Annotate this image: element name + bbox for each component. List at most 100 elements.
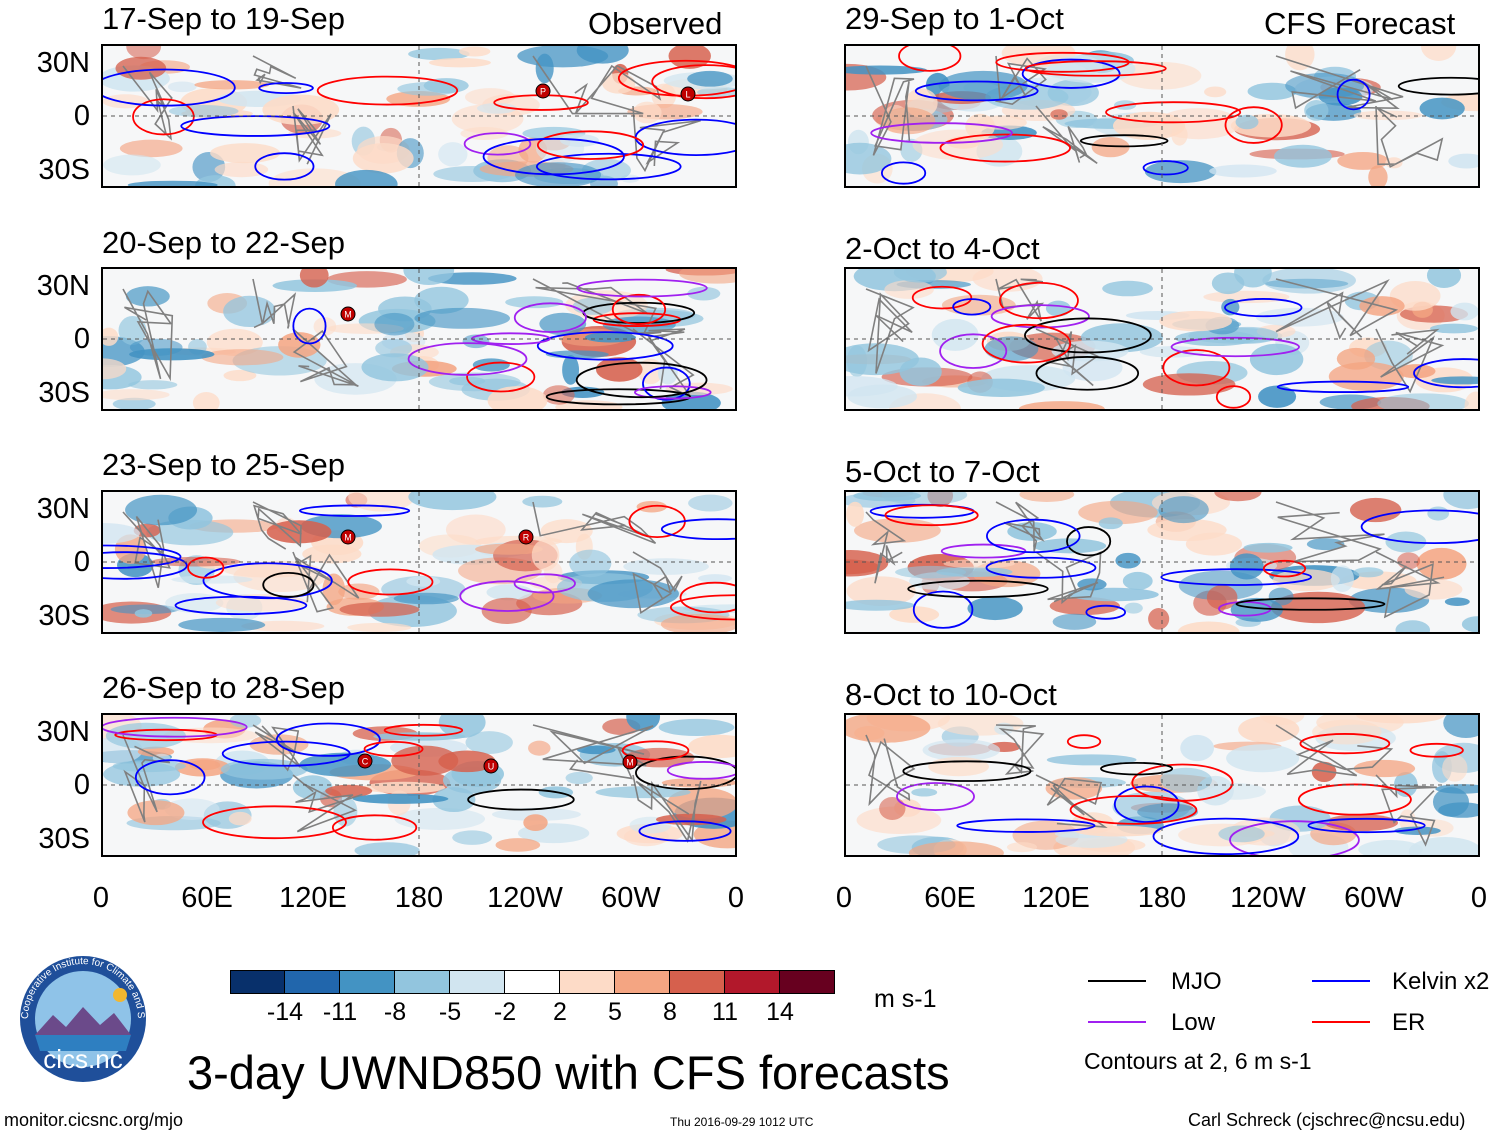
cics-logo: Cooperative Institute for Climate and Sa… [5,947,158,1085]
map-panel [844,267,1480,411]
lat-label: 30S [38,600,90,632]
lon-label: 120E [279,882,347,914]
colorbar-cell [615,970,670,994]
map-panel [844,713,1480,857]
lat-label: 0 [73,769,90,801]
lon-label: 0 [835,882,853,914]
storm-marker: L [680,86,696,102]
colorbar-tick-label: 2 [553,998,567,1026]
colorbar-tick-label: -14 [266,998,304,1026]
colorbar-tick-label: -11 [322,998,358,1026]
lat-label: 0 [73,546,90,578]
footer-timestamp: Thu 2016-09-29 1012 UTC [670,1115,814,1129]
lon-label: 60W [601,882,661,914]
colorbar-cell [780,970,835,994]
storm-marker: U [483,758,499,774]
lon-label: 120W [1230,882,1306,914]
storm-letter: L [685,90,690,100]
storm-letter: U [488,762,495,772]
panel-title: 29-Sep to 1-Oct [845,1,1064,36]
colorbar-cell [340,970,395,994]
legend-note: Contours at 2, 6 m s-1 [1084,1048,1312,1074]
legend-kelvin-line [1312,980,1370,982]
colorbar-tick-label: 14 [766,998,794,1026]
storm-marker: M [340,306,356,322]
lat-label: 30S [38,377,90,409]
legend-low-label: Low [1171,1009,1216,1036]
lon-label: 120W [487,882,563,914]
lon-label: 0 [727,882,745,914]
storm-letter: P [540,87,546,97]
lon-label: 120E [1022,882,1090,914]
map-panel [844,44,1480,188]
colorbar-tick-label: -5 [438,998,462,1026]
lon-label: 60E [924,882,976,914]
wind-field: M [103,269,735,409]
map-panel: M [101,267,737,411]
footer-credit: Carl Schreck (cjschrec@ncsu.edu) [1188,1110,1466,1130]
storm-letter: C [362,757,369,767]
storm-letter: M [626,758,634,768]
wind-field [846,269,1478,409]
forecast-label: CFS Forecast [1264,6,1456,41]
panel-title: 23-Sep to 25-Sep [102,447,346,482]
colorbar-cell [505,970,560,994]
legend-mjo-label: MJO [1171,968,1222,995]
lon-label: 180 [1137,882,1187,914]
colorbar-tick-label: -8 [383,998,407,1026]
colorbar-tick-label: 8 [663,998,677,1026]
legend-er-label: ER [1392,1009,1426,1036]
legend-er-line [1312,1021,1370,1023]
lon-label: 180 [394,882,444,914]
colorbar-tick-label: 11 [712,998,738,1026]
legend-low-line [1088,1021,1146,1023]
lat-label: 30N [36,270,90,302]
legend-kelvin-label: Kelvin x2 [1392,968,1490,995]
panel-title: 2-Oct to 4-Oct [845,231,1040,266]
lon-label: 0 [1470,882,1488,914]
lat-label: 0 [73,323,90,355]
logo-text: cics.nc [43,1044,122,1074]
colorbar-cell [450,970,505,994]
footer-url[interactable]: monitor.cicsnc.org/mjo [4,1110,184,1130]
lon-label: 0 [92,882,110,914]
colorbar-units: m s-1 [874,985,937,1013]
storm-marker: C [357,753,373,769]
lon-label: 60E [181,882,233,914]
panel-title: 26-Sep to 28-Sep [102,670,346,705]
lat-label: 30S [38,154,90,186]
storm-letter: M [344,533,352,543]
storm-letter: M [344,310,352,320]
lat-label: 0 [73,100,90,132]
lat-label: 30N [36,47,90,79]
colorbar-cell [395,970,450,994]
storm-marker: M [622,754,638,770]
wind-field [846,46,1478,186]
panel-title: 8-Oct to 10-Oct [845,677,1057,712]
storm-marker: R [518,529,534,545]
colorbar-cell [560,970,615,994]
lat-label: 30N [36,716,90,748]
lon-label: 60W [1344,882,1404,914]
wind-field [846,492,1478,632]
figure-title: 3-day UWND850 with CFS forecasts [187,1046,950,1099]
panel-title: 20-Sep to 22-Sep [102,225,346,260]
legend-mjo-line [1088,980,1146,982]
colorbar-cell [670,970,725,994]
storm-letter: R [523,533,530,543]
colorbar-cell [725,970,780,994]
panel-title: 5-Oct to 7-Oct [845,454,1040,489]
storm-marker: M [340,529,356,545]
colorbar-cell [285,970,340,994]
panel-title: 17-Sep to 19-Sep [102,1,346,36]
lat-label: 30S [38,823,90,855]
observed-label: Observed [588,6,723,41]
colorbar-tick-label: -2 [493,998,517,1026]
storm-marker: P [535,83,551,99]
